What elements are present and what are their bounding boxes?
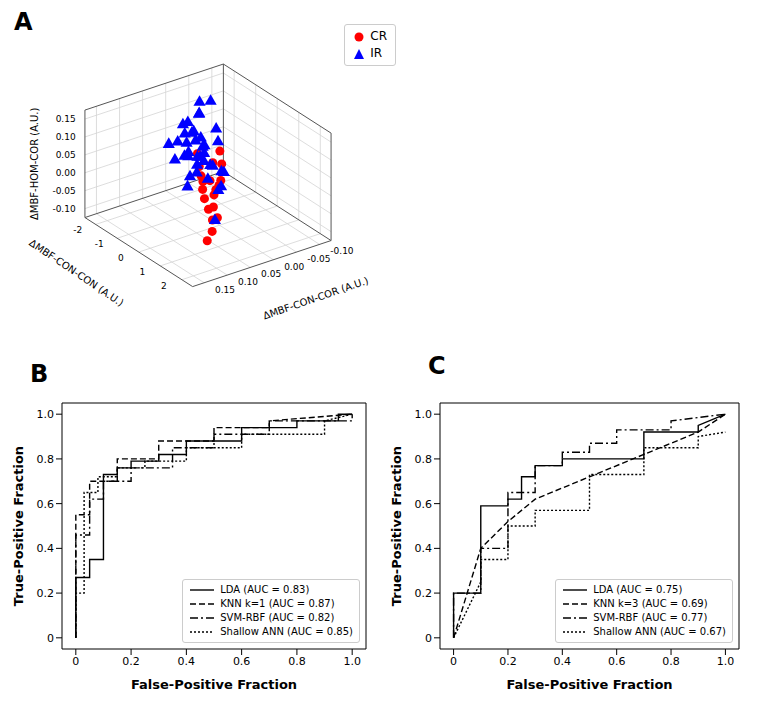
svg-text:0.4: 0.4 — [415, 542, 433, 555]
svg-text:0.15: 0.15 — [56, 114, 76, 124]
svg-text:0.05: 0.05 — [56, 150, 76, 160]
svg-text:-0.05: -0.05 — [52, 186, 75, 196]
svg-text:False-Positive Fraction: False-Positive Fraction — [506, 677, 672, 692]
svg-text:0: 0 — [47, 632, 54, 645]
svg-text:ΔMBF-CON-COR (A.U.): ΔMBF-CON-COR (A.U.) — [262, 275, 370, 321]
svg-text:0.15: 0.15 — [215, 285, 235, 295]
html-text:C: C — [428, 352, 446, 380]
svg-text:-1: -1 — [95, 239, 104, 249]
svg-text:2: 2 — [161, 281, 167, 291]
svg-text:0.2: 0.2 — [122, 655, 140, 668]
svg-text:0.6: 0.6 — [233, 655, 251, 668]
svg-text:True-Positive Fraction: True-Positive Fraction — [389, 446, 404, 606]
svg-text:1.0: 1.0 — [343, 655, 361, 668]
svg-text:0: 0 — [425, 632, 432, 645]
svg-text:False-Positive Fraction: False-Positive Fraction — [131, 677, 297, 692]
svg-text:1.0: 1.0 — [717, 655, 735, 668]
html-text:KNN k=1 (AUC = 0.87): KNN k=1 (AUC = 0.87) — [220, 598, 335, 609]
html-text:IR: IR — [370, 46, 383, 60]
svg-text:0.8: 0.8 — [37, 453, 55, 466]
svg-text:True-Positive Fraction: True-Positive Fraction — [11, 446, 26, 606]
svg-text:0.4: 0.4 — [554, 655, 572, 668]
svg-text:1.0: 1.0 — [415, 408, 433, 421]
svg-text:1: 1 — [139, 267, 145, 277]
html-text:LDA (AUC = 0.83): LDA (AUC = 0.83) — [220, 584, 310, 595]
svg-text:-2: -2 — [73, 225, 82, 235]
svg-text:ΔMBF-HOM-COR (A.U.): ΔMBF-HOM-COR (A.U.) — [29, 108, 40, 221]
svg-text:0.8: 0.8 — [662, 655, 680, 668]
html-text:KNN k=3 (AUC = 0.69): KNN k=3 (AUC = 0.69) — [593, 598, 708, 609]
html-text:A: A — [14, 8, 33, 36]
svg-text:0: 0 — [450, 655, 457, 668]
svg-text:0: 0 — [72, 655, 79, 668]
svg-text:0.8: 0.8 — [288, 655, 306, 668]
svg-text:0.00: 0.00 — [284, 262, 304, 272]
svg-text:0.10: 0.10 — [238, 277, 258, 287]
svg-text:0: 0 — [118, 253, 124, 263]
svg-text:0.4: 0.4 — [178, 655, 196, 668]
svg-text:0.10: 0.10 — [56, 132, 76, 142]
svg-text:1.0: 1.0 — [37, 408, 55, 421]
svg-text:0.6: 0.6 — [608, 655, 626, 668]
html-text:LDA (AUC = 0.75): LDA (AUC = 0.75) — [593, 584, 683, 595]
svg-text:-0.10: -0.10 — [330, 246, 354, 256]
svg-text:-0.10: -0.10 — [52, 204, 76, 214]
html-text:Shallow ANN (AUC = 0.85): Shallow ANN (AUC = 0.85) — [220, 626, 353, 637]
html-text:CR: CR — [370, 29, 387, 43]
svg-text:0.2: 0.2 — [37, 587, 55, 600]
html-text:Shallow ANN (AUC = 0.67): Shallow ANN (AUC = 0.67) — [593, 626, 726, 637]
svg-text:0.2: 0.2 — [499, 655, 517, 668]
svg-text:0.8: 0.8 — [415, 453, 433, 466]
svg-text:0.6: 0.6 — [415, 498, 433, 511]
svg-text:-0.05: -0.05 — [307, 254, 330, 264]
svg-text:ΔMBF-CON-CON (A.U.): ΔMBF-CON-CON (A.U.) — [27, 237, 125, 308]
html-text:SVM-RBF (AUC = 0.82): SVM-RBF (AUC = 0.82) — [220, 612, 335, 623]
svg-text:0.4: 0.4 — [37, 542, 55, 555]
svg-text:0.2: 0.2 — [415, 587, 433, 600]
svg-text:0.00: 0.00 — [56, 168, 76, 178]
html-text:SVM-RBF (AUC = 0.77): SVM-RBF (AUC = 0.77) — [593, 612, 708, 623]
svg-text:0.05: 0.05 — [261, 269, 281, 279]
html-text:B: B — [30, 360, 49, 388]
svg-text:0.6: 0.6 — [37, 498, 55, 511]
